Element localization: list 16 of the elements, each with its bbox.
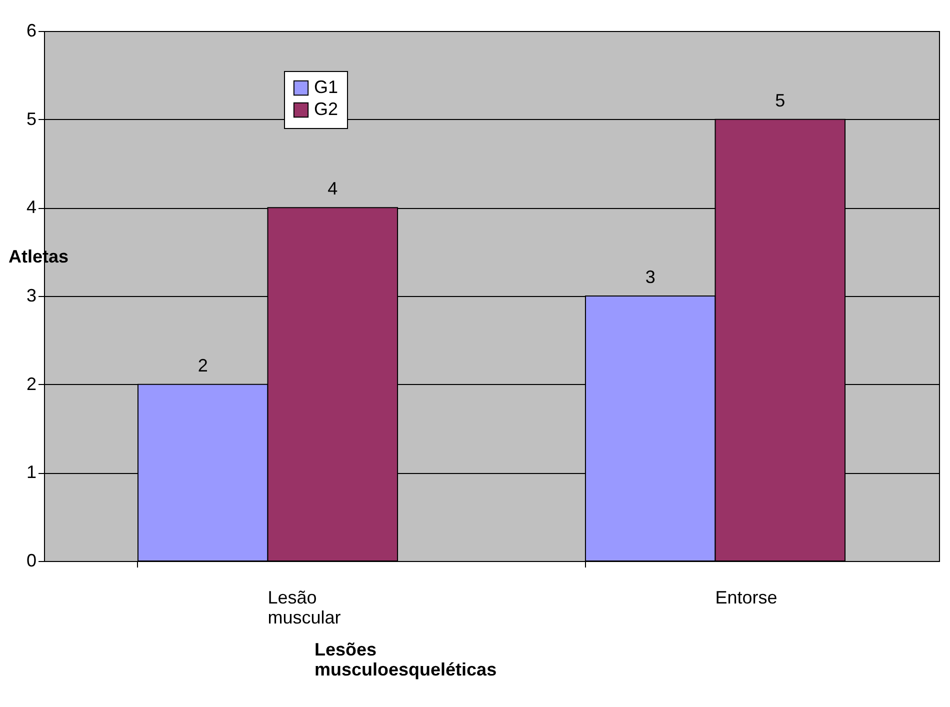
y-tick-label: 6 bbox=[26, 20, 36, 40]
x-tick-label: Entorse bbox=[715, 588, 778, 608]
data-label: 4 bbox=[328, 178, 338, 199]
x-tick-label: Lesão muscular bbox=[268, 588, 341, 628]
data-label: 2 bbox=[198, 355, 208, 376]
legend-label: G1 bbox=[314, 77, 338, 97]
y-tick-label: 3 bbox=[26, 286, 36, 306]
legend-label: G2 bbox=[314, 99, 338, 119]
data-label: 3 bbox=[645, 267, 656, 287]
y-tick-label: 0 bbox=[26, 550, 36, 570]
y-tick-label: 2 bbox=[26, 374, 36, 394]
y-tick-label: 5 bbox=[26, 108, 36, 129]
y-tick-label: 4 bbox=[26, 197, 36, 218]
x-axis-title: Lesões musculoesqueléticas bbox=[314, 640, 497, 680]
y-tick-label: 1 bbox=[26, 462, 36, 482]
data-label: 5 bbox=[775, 90, 786, 110]
